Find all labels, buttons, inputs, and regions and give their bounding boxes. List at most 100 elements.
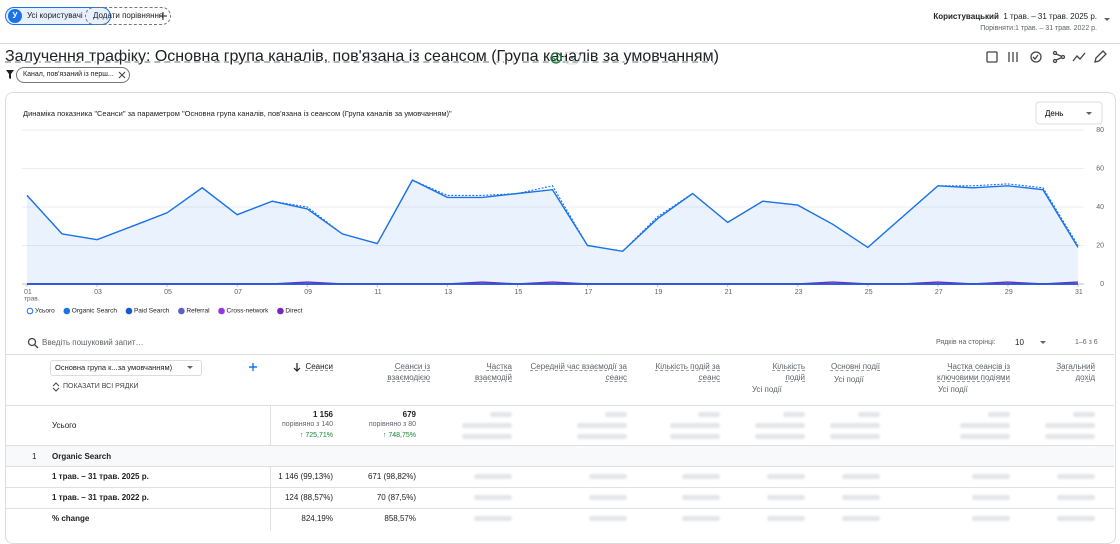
redacted-value [462,434,512,439]
segment-chip[interactable]: У Усі користувачі [5,7,111,25]
y-tick-label: 60 [1096,165,1104,172]
redacted-value [972,474,1010,479]
row-label: 1 трав. – 31 трав. 2022 р. [52,493,149,502]
redacted-value [577,423,627,428]
redacted-value [830,423,880,428]
row-divider [6,405,1114,406]
redacted-value [767,516,805,521]
date-caret[interactable] [1102,16,1112,24]
period-select[interactable] [1035,101,1103,125]
segment-avatar: У [8,9,22,23]
legend-marker [26,307,34,315]
total-value: 1 156 [312,410,333,419]
y-tick-label: 20 [1096,242,1104,249]
period-label: День [1045,109,1063,118]
date-line[interactable]: Користувацький 1 трав. – 31 трав. 2025 р… [933,12,1097,21]
group-label: Organic Search [52,452,112,461]
body: У Усі користувачі Додати порівняння Кори… [0,7,1120,544]
filter-chip[interactable]: Канал, пов'язаний із перш... [16,67,130,83]
table-divider [6,354,1114,355]
redacted-value [1045,434,1095,439]
y-tick-label: 80 [1096,127,1104,134]
period-caret [1086,112,1092,115]
legend-label: Direct [285,308,302,315]
legend-marker [63,307,71,315]
x-tick-label: 31 [1075,289,1083,296]
row-divider [6,445,1114,446]
plus-icon [159,12,167,20]
redacted-value [858,412,880,417]
redacted-value [682,495,720,500]
redacted-value [462,423,512,428]
redacted-value [474,495,512,500]
page-title: Залучення трафіку: Основна група каналів… [5,48,719,65]
legend-marker [277,307,284,315]
segment-label: Усі користувачі [27,11,83,20]
redacted-value [767,474,805,479]
x-tick-label: 21 [725,289,733,296]
redacted-value [1057,516,1095,521]
redacted-value [670,434,720,439]
redacted-value [1045,423,1095,428]
add-comparison[interactable]: Додати порівняння [85,7,171,25]
group-index: 1 [32,452,37,461]
redacted-value [767,495,805,500]
event-filter[interactable]: Усі події [938,385,968,394]
filter-remove[interactable] [118,71,126,79]
x-tick-label: 07 [234,289,242,296]
redacted-value [698,412,720,417]
rows-caret[interactable] [1038,339,1048,347]
redacted-value [589,495,627,500]
search-input[interactable]: Введіть пошуковий запит… [42,338,144,347]
date-mode: Користувацький [933,12,999,21]
legend-marker [125,307,133,315]
y-tick-label: 40 [1096,204,1104,211]
add-dimension[interactable] [248,362,258,372]
add-comparison-label: Додати порівняння [93,11,164,20]
total-value: ↑ 725,71% [299,432,333,439]
area [27,180,1078,284]
toolbar-icons[interactable] [985,48,1115,66]
row-divider [6,508,1114,509]
show-all-rows[interactable]: ПОКАЗАТИ ВСІ РЯДКИ [63,383,139,390]
row-value: 858,57% [384,514,416,523]
row-label: 1 трав. – 31 трав. 2025 р. [52,472,149,481]
dimension-select[interactable]: Основна група к...за умовчанням) [50,360,202,376]
redacted-value [589,516,627,521]
redacted-value [755,423,805,428]
row-divider [6,466,1114,467]
column-header: Середній час взаємодії за сеанс [530,362,627,382]
legend-label: Referral [186,308,210,315]
redacted-value [972,495,1010,500]
x-tick-label: 01 [24,289,32,296]
row-divider [6,487,1114,488]
event-filter[interactable]: Усі події [752,385,782,394]
date-range: 1 трав. – 31 трав. 2025 р. [1003,12,1097,21]
rows-per-page[interactable]: 10 [1015,338,1024,347]
redacted-value [960,423,1010,428]
column-header: Частка взаємодій [474,362,512,382]
legend-marker [218,307,225,315]
total-value: порівняно з 80 [368,421,416,428]
event-filter[interactable]: Усі події [834,375,864,384]
x-tick-label: 05 [164,289,172,296]
redacted-value [842,474,880,479]
title-status[interactable] [548,50,582,66]
x-month-label: трав. [24,296,40,303]
legend-marker [178,307,185,315]
redacted-value [755,434,805,439]
legend-label: Усього [35,308,55,315]
dimension-caret [187,366,193,369]
expand-icon [52,382,60,392]
x-tick-label: 29 [1005,289,1013,296]
redacted-value [490,412,512,417]
x-tick-label: 13 [444,289,452,296]
total-value: порівняно з 140 [281,421,333,428]
rows-per-page-label: Рядків на сторінці: [936,339,996,346]
legend-label: Organic Search [72,308,118,315]
redacted-value [972,516,1010,521]
column-header: Сеанси із взаємодією [387,362,430,382]
total-value: ↑ 748,75% [382,432,416,439]
redacted-value [474,516,512,521]
column-divider [270,405,271,531]
